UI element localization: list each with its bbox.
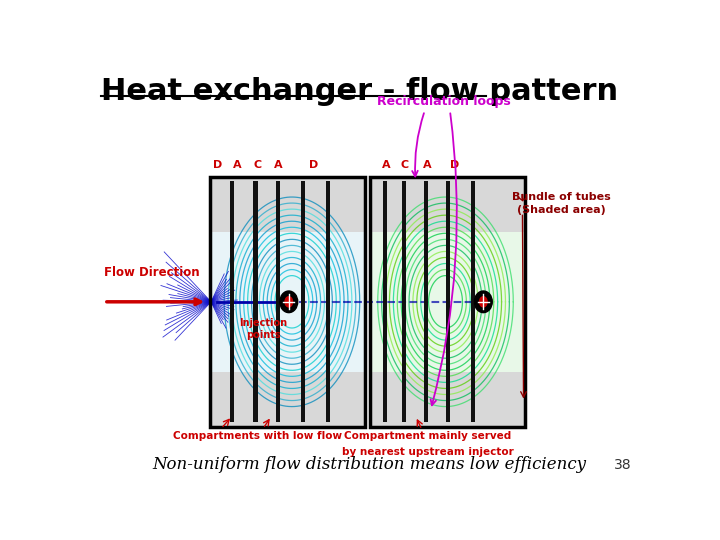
Bar — [230, 181, 234, 422]
Bar — [326, 181, 330, 422]
Ellipse shape — [284, 296, 293, 308]
Text: D: D — [310, 160, 319, 170]
Text: Injection
points: Injection points — [240, 319, 287, 340]
Ellipse shape — [474, 291, 492, 313]
Ellipse shape — [280, 291, 297, 313]
Text: 38: 38 — [613, 458, 631, 472]
Bar — [370, 177, 526, 427]
Text: Compartments with low flow: Compartments with low flow — [173, 431, 342, 441]
Text: A: A — [233, 160, 241, 170]
Text: D: D — [450, 160, 459, 170]
Bar — [446, 181, 450, 422]
Bar — [210, 177, 365, 232]
Bar — [210, 177, 365, 427]
Bar — [253, 181, 258, 422]
Text: Recirculation loops: Recirculation loops — [377, 96, 511, 109]
Bar — [370, 372, 526, 427]
Text: Non-uniform flow distribution means low efficiency: Non-uniform flow distribution means low … — [152, 456, 586, 474]
Text: Bundle of tubes: Bundle of tubes — [512, 192, 611, 202]
Ellipse shape — [479, 296, 487, 308]
Text: C: C — [254, 160, 262, 170]
Text: Heat exchanger - flow pattern: Heat exchanger - flow pattern — [101, 77, 618, 106]
Bar — [370, 177, 526, 232]
Text: C: C — [401, 160, 409, 170]
Bar — [370, 177, 526, 427]
Text: D: D — [213, 160, 222, 170]
Bar — [423, 181, 428, 422]
Bar — [210, 177, 365, 427]
Text: A: A — [382, 160, 390, 170]
Text: Flow Direction: Flow Direction — [104, 266, 199, 279]
Bar — [301, 181, 305, 422]
Bar — [383, 181, 387, 422]
Bar — [276, 181, 280, 422]
Text: A: A — [423, 160, 432, 170]
Text: (Shaded area): (Shaded area) — [517, 205, 606, 215]
Text: Compartment mainly served: Compartment mainly served — [344, 431, 511, 441]
Bar — [402, 181, 406, 422]
Text: by nearest upstream injector: by nearest upstream injector — [342, 447, 513, 456]
Text: A: A — [274, 160, 282, 170]
Bar — [210, 372, 365, 427]
Bar — [471, 181, 475, 422]
